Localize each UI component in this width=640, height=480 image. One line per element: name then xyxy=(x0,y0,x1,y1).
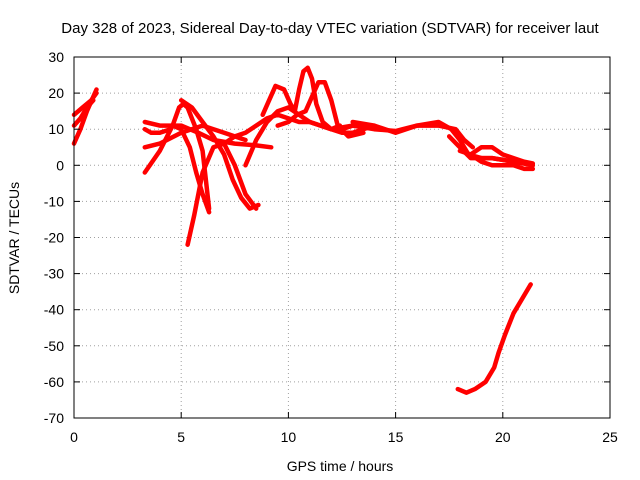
x-tick-label: 10 xyxy=(281,429,297,445)
x-tick-label: 15 xyxy=(388,429,404,445)
y-tick-label: -20 xyxy=(44,230,64,246)
series-track-3 xyxy=(71,98,96,128)
x-tick-label: 25 xyxy=(602,429,618,445)
series-track-6 xyxy=(142,123,248,150)
y-tick-label: -50 xyxy=(44,338,64,354)
y-tick-label: 20 xyxy=(48,85,64,101)
y-tick-label: 0 xyxy=(56,157,64,173)
series-track-5 xyxy=(142,126,173,136)
series-track-12 xyxy=(221,112,377,146)
x-tick-label: 5 xyxy=(177,429,185,445)
series-track-10 xyxy=(178,98,261,211)
y-tick-label: -40 xyxy=(44,302,64,318)
y-tick-label: 30 xyxy=(48,49,64,65)
y-tick-label: 10 xyxy=(48,121,64,137)
data-series xyxy=(71,65,536,395)
y-tick-label: -60 xyxy=(44,374,64,390)
y-tick-label: -30 xyxy=(44,266,64,282)
series-track-20 xyxy=(455,282,533,395)
series-track-19 xyxy=(468,152,536,172)
series-track-2 xyxy=(71,90,99,118)
x-tick-label: 0 xyxy=(70,429,78,445)
x-tick-label: 20 xyxy=(495,429,511,445)
y-tick-label: -10 xyxy=(44,193,64,209)
chart-title: Day 328 of 2023, Sidereal Day-to-day VTE… xyxy=(61,20,599,37)
y-tick-label: -70 xyxy=(44,410,64,426)
grid xyxy=(74,57,610,418)
axis-ticks: 0 5 10 15 20 25 -70 -60 -50 -40 -30 -20 -10 0 10 20 30 xyxy=(44,49,618,445)
series-track-13 xyxy=(260,65,343,132)
series-track-8 xyxy=(170,123,212,215)
x-axis-title: GPS time / hours xyxy=(287,458,394,474)
y-axis-title: SDTVAR / TECUs xyxy=(6,182,22,294)
